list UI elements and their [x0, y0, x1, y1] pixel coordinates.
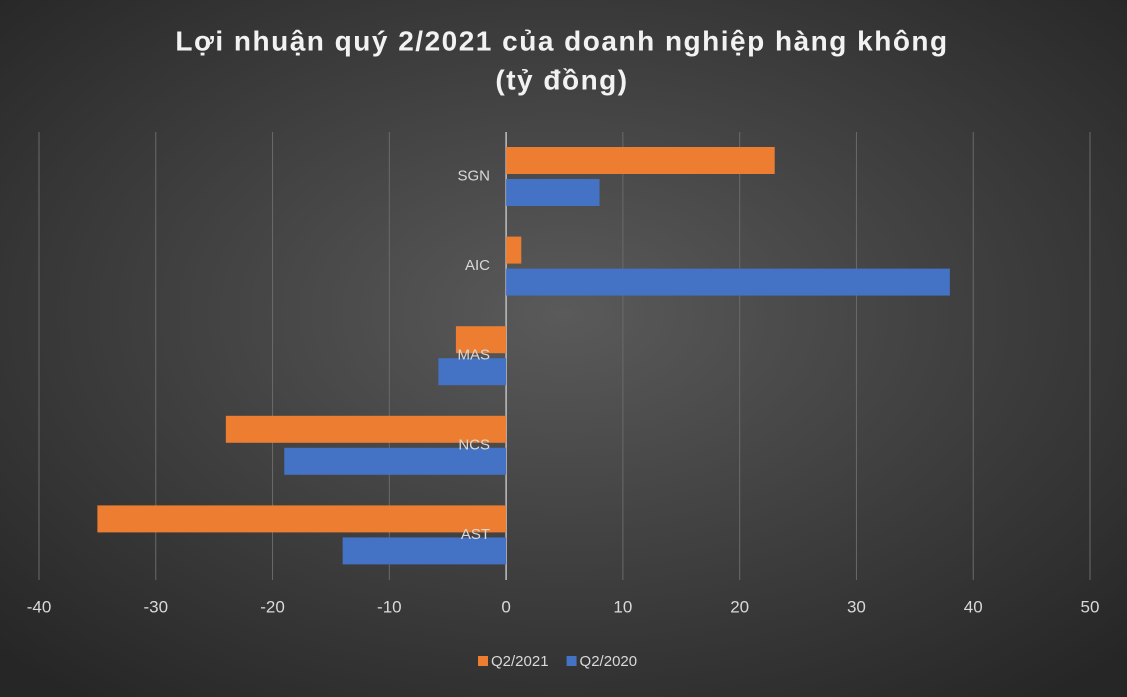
bar [506, 268, 950, 296]
y-tick-label: AIC [465, 257, 490, 274]
x-tick-label: 20 [730, 597, 749, 616]
x-tick-label: 30 [847, 597, 866, 616]
bar [506, 147, 775, 174]
x-tick-label: -30 [143, 597, 168, 616]
bar [506, 179, 600, 206]
y-tick-label: NCS [458, 436, 490, 453]
bar [225, 415, 507, 443]
bar [284, 447, 507, 475]
y-tick-label: SGN [457, 167, 490, 184]
legend-swatch [478, 656, 488, 666]
x-tick-label: 0 [501, 597, 510, 616]
x-tick-label: -40 [27, 597, 52, 616]
x-tick-label: 40 [964, 597, 983, 616]
bar [506, 236, 522, 264]
chart-subtitle: (tỷ đồng) [495, 64, 628, 95]
legend-label: Q2/2020 [580, 653, 638, 670]
legend-label: Q2/2021 [491, 653, 549, 670]
bar [342, 537, 507, 565]
x-tick-label: 50 [1081, 597, 1100, 616]
bar [97, 505, 507, 533]
bar [438, 358, 507, 386]
x-tick-label: -20 [260, 597, 285, 616]
y-tick-label: MAS [457, 347, 490, 364]
legend-swatch [566, 656, 577, 666]
chart-title: Lợi nhuận quý 2/2021 của doanh nghiệp hà… [175, 25, 948, 56]
x-tick-label: -10 [377, 597, 402, 616]
bar [455, 326, 507, 354]
x-tick-label: 10 [613, 597, 632, 616]
y-tick-label: AST [461, 526, 490, 543]
